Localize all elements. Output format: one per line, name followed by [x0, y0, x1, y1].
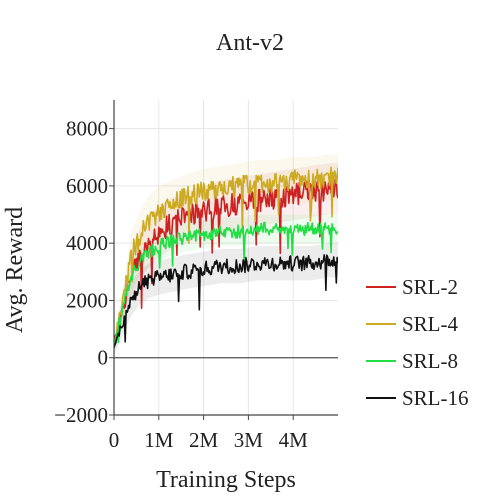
x-tick-label: 1M: [144, 428, 174, 452]
series-line-srl-8: [114, 221, 338, 345]
x-tick-label: 3M: [234, 428, 264, 452]
legend-item-srl-8: SRL-8: [366, 349, 458, 373]
series-lines: [114, 166, 338, 349]
y-tick-label: 8000: [66, 117, 108, 141]
x-tick-label: 0: [109, 428, 120, 452]
series-line-srl-16: [114, 254, 338, 349]
legend: SRL-2 SRL-4 SRL-8 SRL-16: [366, 275, 469, 410]
axes: [109, 100, 338, 420]
series-line-srl-4: [114, 166, 338, 346]
legend-label: SRL-2: [402, 275, 458, 299]
legend-item-srl-4: SRL-4: [366, 312, 459, 336]
y-tick-label: 6000: [66, 174, 108, 198]
legend-label: SRL-8: [402, 349, 458, 373]
chart-title: Ant-v2: [216, 30, 284, 56]
y-tick-label: 2000: [66, 288, 108, 312]
x-tick-label: 4M: [279, 428, 309, 452]
x-axis-label: Training Steps: [156, 467, 296, 493]
series-line-srl-2: [114, 178, 338, 342]
y-tick-label: 4000: [66, 231, 108, 255]
legend-item-srl-16: SRL-16: [366, 386, 469, 410]
legend-item-srl-2: SRL-2: [366, 275, 458, 299]
legend-label: SRL-4: [402, 312, 459, 336]
y-tick-label: −2000: [54, 403, 108, 427]
x-tick-label: 2M: [189, 428, 219, 452]
legend-label: SRL-16: [402, 386, 469, 410]
band-srl-8: [114, 214, 338, 350]
band-srl-2: [114, 163, 338, 350]
y-axis-label: Avg. Reward: [2, 207, 28, 333]
y-tick-label: 0: [98, 346, 109, 370]
